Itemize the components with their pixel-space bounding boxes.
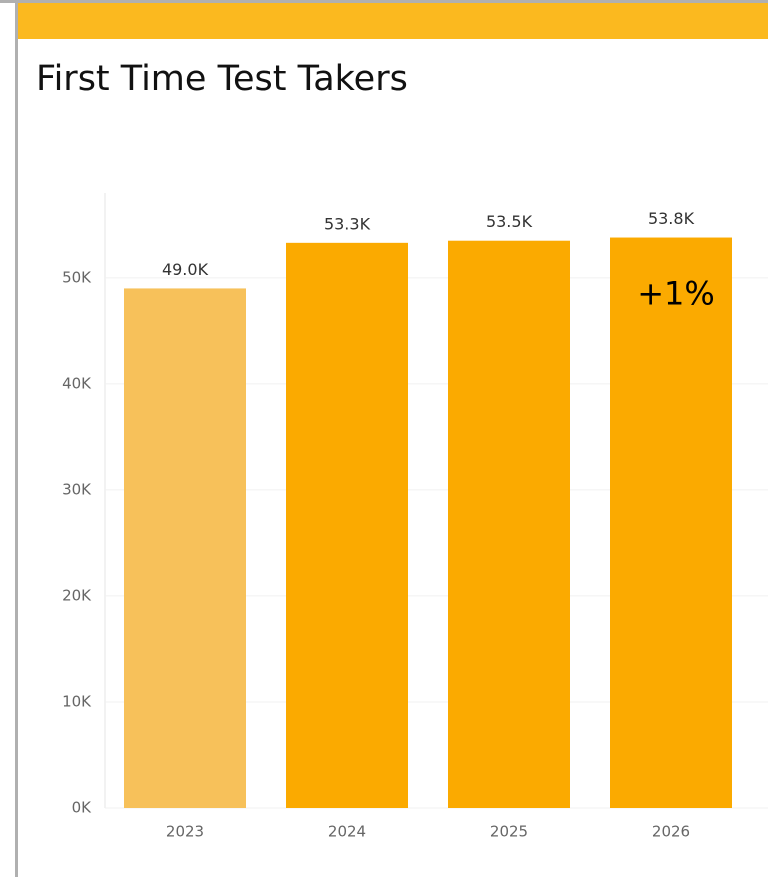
y-tick-label: 10K [62, 692, 92, 710]
header-band [18, 3, 768, 39]
chart-title: First Time Test Takers [36, 59, 408, 99]
value-label: 49.0K [162, 260, 209, 279]
y-tick-label: 40K [62, 374, 92, 392]
y-tick-label: 30K [62, 480, 92, 498]
bar [610, 237, 732, 808]
bar [286, 242, 408, 809]
frame-left [15, 0, 18, 877]
frame-top [0, 0, 768, 3]
x-tick-label: 2023 [166, 823, 204, 841]
value-label: 53.3K [324, 214, 371, 233]
x-tick-label: 2025 [490, 823, 528, 841]
y-tick-label: 20K [62, 586, 92, 604]
y-tick-label: 50K [62, 268, 92, 286]
annotation: +1% [637, 275, 715, 313]
x-tick-label: 2024 [328, 823, 366, 841]
bar [448, 240, 570, 808]
x-tick-label: 2026 [652, 823, 690, 841]
value-label: 53.5K [486, 212, 533, 231]
y-tick-label: 0K [72, 799, 93, 817]
bar [124, 288, 246, 808]
value-label: 53.8K [648, 209, 695, 228]
